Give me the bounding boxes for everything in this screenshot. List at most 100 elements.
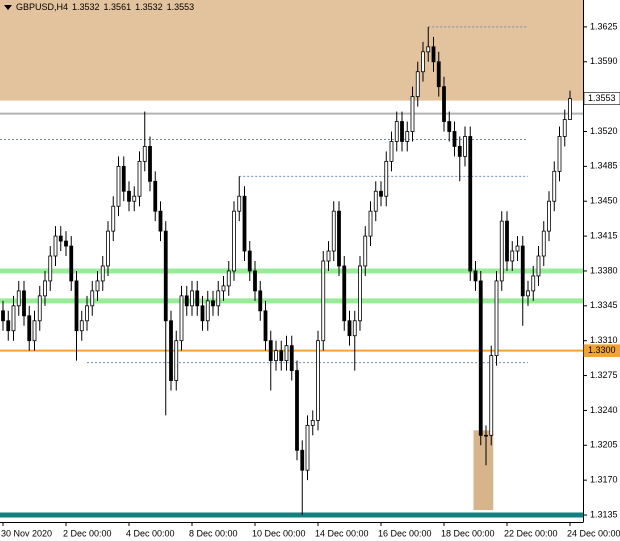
header-icon: [4, 4, 12, 10]
candle-body: [321, 260, 326, 342]
y-tick-label: 1.3415: [590, 230, 618, 240]
x-tick-label: 2 Dec 00:00: [63, 528, 112, 538]
candle-body: [426, 46, 431, 53]
candle-body: [295, 370, 299, 451]
x-tick-label: 14 Dec 00:00: [315, 528, 369, 538]
y-tick-label: 1.3240: [590, 405, 618, 415]
candle-body: [95, 280, 100, 292]
y-tick-label: 1.3310: [590, 335, 618, 345]
candle-body: [100, 265, 105, 282]
y-tick-label: 1.3450: [590, 196, 618, 206]
candle-body: [16, 290, 21, 307]
candle-body: [85, 305, 89, 322]
candle-body: [405, 131, 410, 142]
candle-body: [174, 340, 179, 381]
candle-body: [1, 310, 5, 322]
candle-body: [331, 210, 336, 252]
candle-body: [116, 165, 121, 207]
candle-body: [43, 280, 47, 297]
candle-body: [520, 245, 525, 297]
candle-body: [310, 419, 315, 426]
header-open: 1.3532: [72, 2, 100, 12]
x-tick-label: 18 Dec 00:00: [441, 528, 495, 538]
candle-body: [478, 280, 483, 436]
candle-body: [200, 305, 205, 322]
candle-body: [394, 121, 399, 142]
y-tick-label: 1.3275: [590, 370, 618, 380]
candle-body: [53, 235, 58, 257]
candle-body: [48, 255, 53, 282]
x-tick-label: 22 Dec 00:00: [504, 528, 558, 538]
candle-body: [452, 131, 457, 147]
header-close: 1.3553: [166, 2, 195, 12]
candle-body: [447, 121, 452, 132]
candle-body: [184, 295, 189, 307]
candle-body: [232, 210, 236, 272]
candle-body: [442, 86, 446, 122]
symbol: GBPUSD,H4: [16, 2, 69, 12]
price-label-box: [583, 344, 620, 357]
candle-body: [121, 165, 126, 192]
candle-body: [279, 350, 284, 362]
y-tick-label: 1.3590: [590, 56, 618, 66]
candle-body: [484, 434, 488, 437]
candle-body: [142, 146, 147, 162]
candle-body: [363, 235, 368, 267]
candle-body: [547, 200, 551, 232]
candle-body: [274, 350, 278, 362]
candle-body: [253, 270, 257, 292]
candle-body: [22, 290, 26, 317]
candle-body: [342, 265, 347, 322]
candle-body: [127, 190, 131, 202]
candle-body: [158, 210, 163, 232]
candle-body: [132, 195, 137, 202]
candle-body: [79, 320, 84, 332]
candle-body: [195, 290, 200, 307]
candle-body: [468, 136, 473, 272]
candle-body: [326, 250, 331, 262]
candle-body: [457, 146, 462, 157]
candle-body: [389, 141, 394, 162]
candle-body: [557, 136, 562, 172]
candle-body: [69, 245, 74, 282]
candle-body: [211, 300, 215, 307]
candle-body: [431, 46, 436, 63]
candle-body: [179, 295, 184, 342]
candle-body: [410, 96, 415, 132]
candle-body: [499, 220, 504, 282]
candle-body: [541, 230, 546, 257]
price-label: 1.3553: [588, 93, 616, 103]
x-tick-label: 24 Dec 00:00: [567, 528, 620, 538]
x-tick-label: 8 Dec 00:00: [189, 528, 238, 538]
x-tick-label: 16 Dec 00:00: [378, 528, 432, 538]
candle-body: [27, 315, 32, 342]
price-label-box: [583, 92, 620, 105]
candle-body: [148, 146, 152, 182]
candle-body: [494, 280, 499, 357]
candle-body: [106, 230, 110, 267]
candle-body: [216, 290, 221, 307]
candle-body: [64, 240, 68, 247]
candle-body: [153, 180, 158, 212]
y-tick-label: 1.3520: [590, 126, 618, 136]
candle-body: [37, 295, 42, 322]
candle-body: [489, 355, 494, 436]
candle-body: [536, 255, 541, 277]
candle-body: [263, 310, 268, 342]
candle-body: [111, 205, 116, 232]
candle-body: [169, 320, 173, 381]
candle-body: [247, 250, 252, 272]
candle-body: [205, 300, 210, 322]
candle-body: [74, 280, 79, 332]
candle-body: [368, 210, 373, 237]
candle-body: [505, 220, 509, 262]
candle-body: [415, 71, 420, 98]
candle-body: [268, 340, 273, 362]
y-tick-label: 1.3205: [590, 440, 618, 450]
chart-header: GBPUSD,H4 1.3532 1.3561 1.3532 1.3553: [4, 2, 194, 12]
x-tick-label: 10 Dec 00:00: [252, 528, 306, 538]
candle-body: [221, 285, 226, 292]
candle-body: [237, 195, 242, 212]
